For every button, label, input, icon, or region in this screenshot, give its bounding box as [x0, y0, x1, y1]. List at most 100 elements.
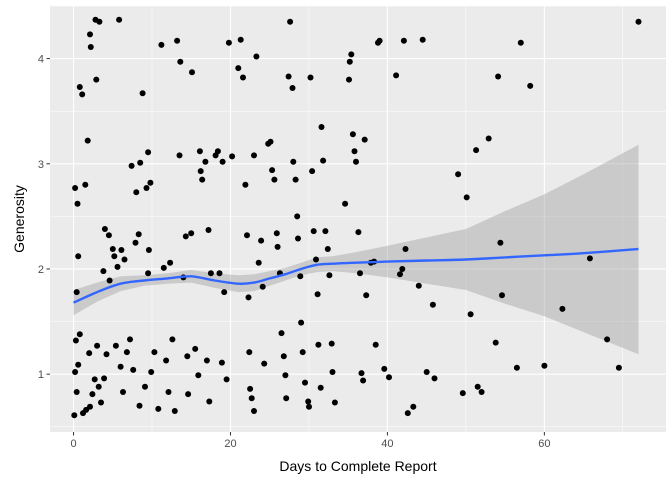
data-point [167, 259, 174, 266]
data-point [349, 131, 356, 138]
data-point [423, 369, 430, 375]
data-point [615, 364, 622, 371]
data-point [101, 226, 108, 232]
data-point [372, 341, 379, 348]
data-point [247, 385, 254, 392]
data-point [101, 375, 108, 382]
data-point [429, 301, 436, 308]
data-point [295, 235, 301, 242]
data-point [492, 339, 499, 346]
data-point [123, 349, 130, 356]
data-point [100, 268, 107, 275]
data-point [176, 152, 183, 159]
data-point [147, 179, 154, 186]
data-point [259, 283, 266, 290]
data-point [402, 246, 409, 252]
data-point [121, 256, 128, 263]
data-point [114, 263, 121, 270]
data-point [261, 360, 268, 367]
data-point [310, 228, 317, 235]
y-tick-label: 4 [38, 54, 44, 66]
x-tick-label: 0 [70, 438, 76, 450]
data-point [158, 41, 165, 48]
data-point [478, 389, 485, 395]
data-point [353, 158, 359, 165]
data-point [75, 361, 82, 368]
data-point [151, 349, 158, 356]
data-point [106, 277, 113, 284]
data-point [218, 359, 225, 366]
data-point [513, 364, 520, 371]
y-tick-label: 3 [38, 159, 44, 171]
data-point [240, 74, 246, 81]
data-point [71, 412, 78, 419]
data-point [463, 194, 470, 201]
y-axis-title: Generosity [11, 185, 27, 253]
data-point [342, 200, 349, 207]
data-point [399, 266, 406, 272]
data-point [189, 69, 195, 76]
data-point [73, 389, 80, 395]
data-point [202, 158, 209, 165]
data-point [84, 137, 91, 144]
data-point [361, 136, 368, 143]
data-point [76, 84, 83, 90]
smooth-trend-line [73, 247, 639, 304]
x-tick-label: 20 [224, 438, 236, 450]
data-point [136, 402, 143, 409]
data-point [139, 90, 146, 97]
axis-ticks [46, 58, 545, 436]
data-point [246, 349, 253, 356]
data-point [223, 376, 230, 383]
data-point [98, 399, 104, 406]
data-point [363, 292, 370, 299]
data-point [306, 403, 312, 410]
data-point [497, 239, 504, 246]
data-point [541, 362, 548, 369]
data-point [376, 37, 383, 44]
data-point [397, 271, 403, 278]
tick-labels: 0 20 40 60 1 2 3 4 [38, 54, 551, 450]
data-point [326, 272, 333, 279]
data-point [127, 336, 133, 343]
data-point [74, 200, 81, 207]
data-point [251, 408, 257, 414]
data-point [278, 330, 285, 337]
data-point [174, 37, 181, 44]
data-point [135, 231, 142, 238]
data-point [216, 270, 223, 277]
y-tick-label: 1 [38, 369, 44, 381]
data-point [96, 18, 103, 25]
data-point [229, 153, 236, 160]
data-point [199, 176, 206, 183]
data-point [586, 255, 593, 262]
data-point [255, 259, 262, 266]
data-point [79, 91, 86, 98]
data-point [381, 365, 388, 372]
data-point [331, 399, 338, 406]
data-point [87, 403, 93, 410]
data-point [285, 73, 292, 80]
data-point [400, 37, 407, 44]
data-point [467, 311, 474, 318]
data-point [271, 176, 278, 183]
data-point [165, 389, 172, 395]
data-point [86, 350, 93, 357]
data-point [253, 53, 260, 60]
data-point [155, 405, 162, 412]
data-point [346, 76, 352, 83]
data-point [206, 398, 213, 405]
data-point [184, 353, 191, 360]
data-point [473, 147, 480, 154]
data-point [274, 243, 281, 250]
plot-panel [50, 6, 666, 432]
data-point [132, 239, 139, 246]
data-point [355, 229, 362, 236]
data-point [287, 18, 294, 25]
data-point [112, 342, 119, 349]
x-tick-label: 60 [538, 438, 550, 450]
data-point [307, 74, 314, 81]
data-point [292, 176, 299, 183]
data-point [346, 58, 353, 65]
